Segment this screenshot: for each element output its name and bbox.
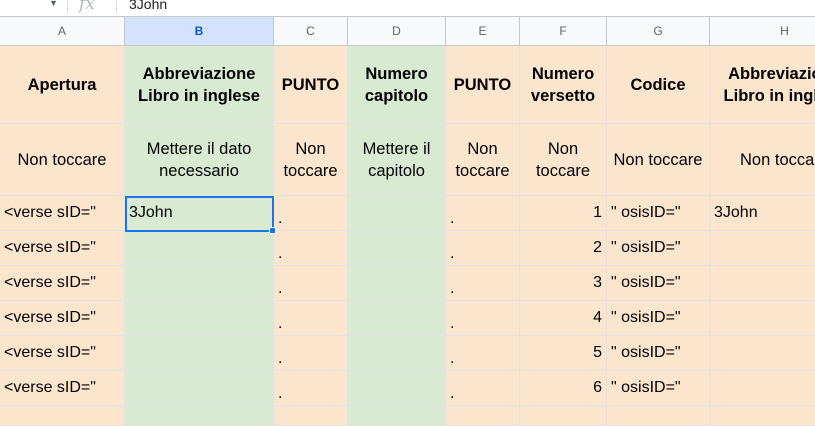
table-cell[interactable]: . bbox=[274, 266, 348, 301]
column-header-e[interactable]: E bbox=[446, 17, 520, 46]
table-cell[interactable]: " osisID=" bbox=[607, 196, 710, 231]
table-cell[interactable] bbox=[125, 371, 274, 406]
table-cell[interactable]: <verse sID=" bbox=[0, 266, 125, 301]
table-cell[interactable] bbox=[348, 371, 446, 406]
header-cell[interactable]: Apertura bbox=[0, 46, 125, 124]
table-cell[interactable] bbox=[125, 406, 274, 426]
description-cell[interactable]: Mettere il dato necessario bbox=[125, 124, 274, 196]
table-cell[interactable]: 4 bbox=[520, 301, 607, 336]
table-cell[interactable] bbox=[710, 336, 815, 371]
table-cell[interactable] bbox=[0, 406, 125, 426]
table-cell[interactable]: 6 bbox=[520, 371, 607, 406]
table-cell[interactable] bbox=[125, 266, 274, 301]
table-cell[interactable]: <verse sID=" bbox=[0, 336, 125, 371]
formula-bar-divider bbox=[116, 0, 117, 14]
column-header-f[interactable]: F bbox=[520, 17, 607, 46]
description-cell[interactable]: Non toccare bbox=[274, 124, 348, 196]
table-cell[interactable]: " osisID=" bbox=[607, 371, 710, 406]
table-cell[interactable]: <verse sID=" bbox=[0, 231, 125, 266]
table-cell[interactable] bbox=[348, 231, 446, 266]
table-cell[interactable] bbox=[125, 231, 274, 266]
table-cell[interactable]: 5 bbox=[520, 336, 607, 371]
description-cell[interactable]: Non toccare bbox=[607, 124, 710, 196]
table-cell[interactable]: " osisID=" bbox=[607, 266, 710, 301]
column-header-g[interactable]: G bbox=[607, 17, 710, 46]
table-cell[interactable]: . bbox=[446, 371, 520, 406]
table-cell[interactable]: 3 bbox=[520, 266, 607, 301]
table-cell[interactable]: 3John bbox=[710, 196, 815, 231]
table-cell[interactable] bbox=[446, 406, 520, 426]
table-cell[interactable]: 1 bbox=[520, 196, 607, 231]
column-header-d[interactable]: D bbox=[348, 17, 446, 46]
description-cell[interactable]: Non toccare bbox=[710, 124, 815, 196]
column-header-h[interactable]: H bbox=[710, 17, 815, 46]
header-cell[interactable]: Codice bbox=[607, 46, 710, 124]
formula-bar: ▼ fx 3John bbox=[0, 0, 815, 17]
table-cell[interactable]: . bbox=[446, 336, 520, 371]
formula-input[interactable]: 3John bbox=[129, 0, 168, 12]
table-cell[interactable] bbox=[710, 266, 815, 301]
header-cell[interactable]: PUNTO bbox=[274, 46, 348, 124]
table-cell[interactable] bbox=[348, 336, 446, 371]
table-cell[interactable]: . bbox=[274, 196, 348, 231]
fill-handle[interactable] bbox=[269, 227, 276, 234]
description-cell[interactable]: Non toccare bbox=[0, 124, 125, 196]
header-cell[interactable]: Numero capitolo bbox=[348, 46, 446, 124]
table-cell[interactable]: . bbox=[446, 301, 520, 336]
table-cell[interactable] bbox=[125, 301, 274, 336]
table-cell[interactable] bbox=[607, 406, 710, 426]
table-cell[interactable]: 2 bbox=[520, 231, 607, 266]
table-cell[interactable]: . bbox=[274, 371, 348, 406]
table-cell[interactable]: " osisID=" bbox=[607, 301, 710, 336]
column-header-a[interactable]: A bbox=[0, 17, 125, 46]
fx-icon: fx bbox=[79, 0, 95, 14]
table-cell[interactable]: . bbox=[446, 196, 520, 231]
name-box-dropdown-icon[interactable]: ▼ bbox=[49, 0, 58, 8]
table-cell[interactable] bbox=[348, 266, 446, 301]
table-cell[interactable]: 3John bbox=[125, 196, 274, 231]
header-cell[interactable]: Abbreviazione Libro in inglese bbox=[125, 46, 274, 124]
description-cell[interactable]: Mettere il capitolo bbox=[348, 124, 446, 196]
column-header-c[interactable]: C bbox=[274, 17, 348, 46]
table-cell[interactable] bbox=[348, 406, 446, 426]
header-cell[interactable]: PUNTO bbox=[446, 46, 520, 124]
table-cell[interactable] bbox=[348, 301, 446, 336]
table-cell[interactable]: . bbox=[274, 231, 348, 266]
header-cell[interactable]: Numero versetto bbox=[520, 46, 607, 124]
table-cell[interactable] bbox=[710, 406, 815, 426]
table-cell[interactable]: . bbox=[274, 301, 348, 336]
table-cell[interactable]: . bbox=[446, 231, 520, 266]
table-cell[interactable] bbox=[348, 196, 446, 231]
table-cell[interactable]: " osisID=" bbox=[607, 336, 710, 371]
table-cell[interactable]: <verse sID=" bbox=[0, 301, 125, 336]
table-cell[interactable] bbox=[710, 231, 815, 266]
formula-bar-divider bbox=[67, 0, 68, 14]
description-cell[interactable]: Non toccare bbox=[520, 124, 607, 196]
table-cell[interactable]: . bbox=[274, 336, 348, 371]
table-cell[interactable]: . bbox=[446, 266, 520, 301]
table-cell[interactable] bbox=[710, 371, 815, 406]
table-cell[interactable]: <verse sID=" bbox=[0, 196, 125, 231]
header-cell[interactable]: Abbreviazione Libro in inglese bbox=[710, 46, 815, 124]
column-header-b[interactable]: B bbox=[125, 17, 274, 46]
table-cell[interactable] bbox=[520, 406, 607, 426]
table-cell[interactable] bbox=[710, 301, 815, 336]
table-cell[interactable]: " osisID=" bbox=[607, 231, 710, 266]
table-cell[interactable]: <verse sID=" bbox=[0, 371, 125, 406]
table-cell[interactable] bbox=[274, 406, 348, 426]
table-cell[interactable] bbox=[125, 336, 274, 371]
description-cell[interactable]: Non toccare bbox=[446, 124, 520, 196]
